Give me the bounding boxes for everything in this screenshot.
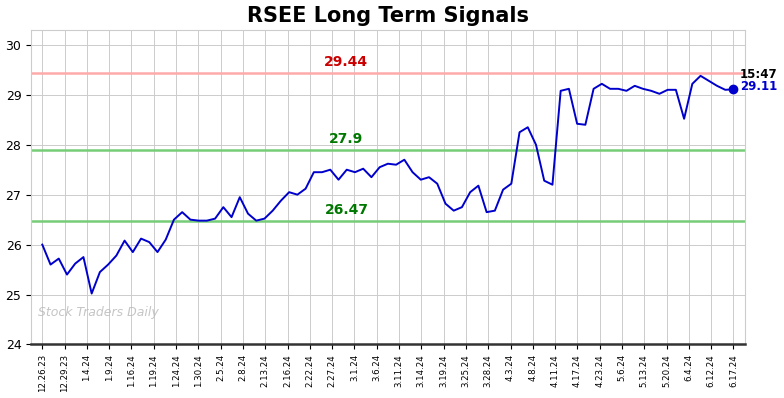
Text: 15:47: 15:47 [740, 68, 778, 81]
Text: Stock Traders Daily: Stock Traders Daily [38, 306, 159, 319]
Text: 27.9: 27.9 [329, 132, 364, 146]
Text: 29.44: 29.44 [325, 55, 368, 69]
Title: RSEE Long Term Signals: RSEE Long Term Signals [247, 6, 529, 25]
Text: 29.11: 29.11 [740, 80, 778, 93]
Text: 26.47: 26.47 [325, 203, 368, 217]
